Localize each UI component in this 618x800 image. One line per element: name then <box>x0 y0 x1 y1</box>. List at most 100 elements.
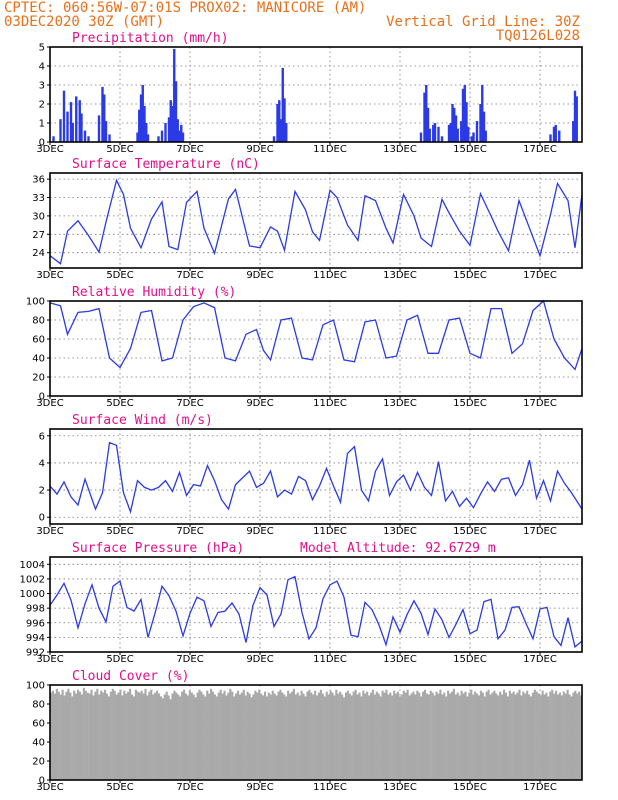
cloud-bar <box>233 696 236 780</box>
y-tick-label: 27 <box>32 230 45 241</box>
cloud-bar <box>236 690 240 780</box>
cloud-bar <box>308 689 311 780</box>
y-tick-label: 2 <box>39 100 45 111</box>
precip-bar <box>425 85 428 142</box>
precip-bar <box>463 85 466 142</box>
cloud-bar <box>352 691 355 780</box>
precip-bar <box>108 134 111 142</box>
precip-bar <box>467 126 470 142</box>
cloud-bar <box>300 690 303 780</box>
cloud-bar <box>462 693 465 780</box>
cloud-bar <box>425 693 428 780</box>
precip-bar <box>549 134 552 142</box>
precip-bar <box>419 132 423 142</box>
cloud-bar <box>221 693 224 780</box>
y-tick-label: 2 <box>39 486 45 497</box>
cloud-bar <box>163 694 166 780</box>
precip-bar <box>160 130 164 142</box>
cloud-bar <box>265 696 269 780</box>
cloud-bar <box>558 692 561 780</box>
cloud-bar <box>368 695 371 780</box>
x-tick-label: 15DEC <box>453 782 487 793</box>
cloud-bar <box>342 697 346 780</box>
cloud-bar <box>344 692 348 780</box>
cloud-bar <box>244 695 247 780</box>
cloud-bar <box>518 689 521 780</box>
x-tick-label: 7DEC <box>176 782 203 793</box>
cloud-bar <box>580 695 583 780</box>
cloud-bar <box>269 694 272 780</box>
wind-frame <box>49 428 583 525</box>
cloud-bar <box>404 692 407 780</box>
cloud-bar <box>362 690 365 780</box>
cloud-bar <box>560 695 563 780</box>
cloud-bar <box>258 689 261 780</box>
x-tick-label: 7DEC <box>176 270 203 281</box>
cloud-bar <box>452 688 455 780</box>
cloud-bar <box>202 694 205 780</box>
x-tick-label: 3DEC <box>36 654 63 665</box>
x-tick-label: 17DEC <box>523 782 557 793</box>
precip-bar <box>475 121 479 142</box>
precip-bar <box>272 136 276 142</box>
precip-bar <box>97 115 101 142</box>
cloud-bar <box>196 692 199 780</box>
cloud-bar <box>493 690 496 780</box>
cloud-bar <box>238 694 242 780</box>
precip-bar <box>169 100 172 142</box>
precip-bar <box>167 117 171 142</box>
cloud-frame <box>49 684 583 781</box>
cloud-bar <box>211 691 215 780</box>
y-tick-label: 80 <box>32 316 45 327</box>
cloud-bar <box>154 692 157 780</box>
precip-bar <box>62 90 66 142</box>
cloud-bar <box>423 689 427 780</box>
precip-bar <box>440 136 444 142</box>
cloud-bar <box>314 690 317 780</box>
panel-temp: Surface Temperature (nC) 24 27 30 33 36 3DEC 5D… <box>32 157 583 281</box>
cloud-bar <box>142 693 145 780</box>
cloud-bar <box>346 690 349 780</box>
cloud-bar <box>464 691 467 780</box>
cloud-bar <box>55 688 58 780</box>
precip-bar <box>437 126 440 142</box>
cloud-bar <box>103 689 107 780</box>
cloud-bar <box>350 695 353 780</box>
cloud-bar <box>327 694 330 780</box>
cloud-bar <box>215 696 218 780</box>
y-tick-label: 80 <box>32 700 45 711</box>
precip-bar <box>465 102 468 142</box>
cloud-bar <box>470 689 473 780</box>
precip-bar <box>145 123 148 142</box>
cloud-bar <box>51 690 55 780</box>
x-tick-label: 17DEC <box>523 654 557 665</box>
precip-bar <box>78 100 81 142</box>
y-tick-label: 100 <box>26 297 45 308</box>
precip-bar <box>558 130 561 142</box>
temp-frame <box>49 172 583 269</box>
cloud-bar <box>125 693 128 780</box>
cloud-bar <box>184 693 188 780</box>
cloud-bar <box>572 692 575 780</box>
cloud-bar <box>96 688 99 780</box>
cloud-bar <box>246 691 249 780</box>
cloud-bar <box>109 691 112 780</box>
cloud-bar <box>508 690 511 780</box>
cloud-bar <box>329 690 332 780</box>
x-tick-label: 7DEC <box>176 526 203 537</box>
cloud-bar <box>441 694 444 780</box>
y-tick-label: 0 <box>39 138 45 149</box>
cloud-bar <box>175 692 178 780</box>
cloud-bar <box>312 694 315 780</box>
cloud-bar <box>275 695 278 780</box>
precip-bar <box>484 130 487 142</box>
precip-bar <box>572 121 575 142</box>
cloud-bar <box>391 695 394 780</box>
y-tick-label: 0 <box>39 776 45 787</box>
cloud-bar <box>254 690 257 780</box>
panel-press: Surface Pressure (hPa) Model Altitude: 92… <box>20 541 583 665</box>
press-frame <box>49 556 583 653</box>
y-tick-label: 3 <box>39 81 45 92</box>
cloud-bar <box>570 696 573 780</box>
x-tick-label: 7DEC <box>176 144 203 155</box>
